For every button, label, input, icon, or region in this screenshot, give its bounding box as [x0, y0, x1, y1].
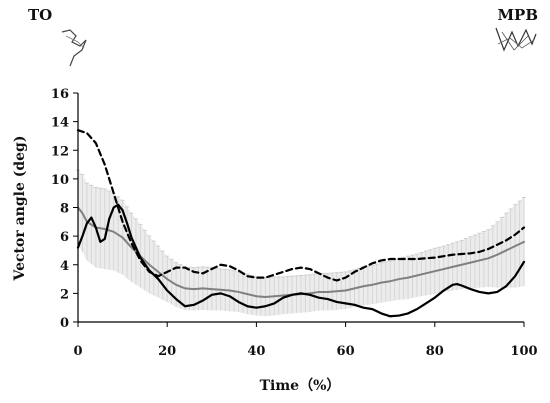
- right-figure-sketch: [495, 27, 537, 52]
- left-figure-sketch: [61, 29, 87, 67]
- x-tick-label: 20: [158, 344, 176, 359]
- y-axis-title: Vector angle (deg): [12, 136, 28, 282]
- x-tick-label: 80: [426, 344, 444, 359]
- x-tick-label: 0: [73, 344, 82, 359]
- y-tick-label: 2: [60, 287, 69, 302]
- series-layer: [76, 129, 526, 318]
- right-corner-label: MPB: [497, 6, 538, 24]
- x-axis-title: Time（%）: [260, 378, 341, 394]
- x-tick-label: 100: [510, 344, 537, 359]
- left-corner-label: TO: [28, 6, 53, 24]
- y-tick-label: 0: [60, 316, 69, 331]
- y-tick-label: 4: [60, 259, 69, 274]
- y-tick-label: 12: [51, 144, 69, 159]
- y-tick-label: 8: [60, 202, 69, 217]
- y-tick-label: 14: [51, 116, 69, 131]
- y-tick-label: 10: [51, 173, 69, 188]
- y-tick-label: 16: [51, 87, 69, 102]
- y-tick-label: 6: [60, 230, 69, 245]
- series-black-solid: [76, 203, 526, 318]
- x-tick-label: 40: [247, 344, 265, 359]
- axes: 0 2 4 6 8 10 12 14 16 0 20 40 60 80 100: [51, 87, 538, 359]
- x-tick-label: 60: [337, 344, 355, 359]
